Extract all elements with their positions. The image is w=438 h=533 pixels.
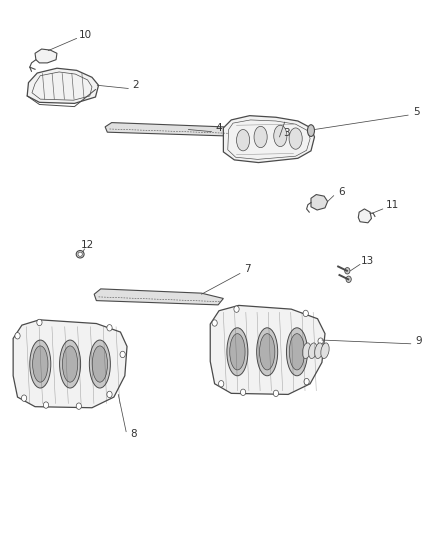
Polygon shape <box>35 49 57 63</box>
Ellipse shape <box>314 343 323 359</box>
Ellipse shape <box>302 343 311 359</box>
Ellipse shape <box>308 343 317 359</box>
Polygon shape <box>311 195 328 210</box>
Ellipse shape <box>227 328 248 376</box>
Ellipse shape <box>230 334 245 370</box>
Polygon shape <box>358 209 371 223</box>
Circle shape <box>273 390 279 397</box>
Ellipse shape <box>321 343 329 359</box>
Polygon shape <box>13 320 127 408</box>
Ellipse shape <box>259 334 275 370</box>
Circle shape <box>346 276 351 282</box>
Text: 13: 13 <box>361 256 374 266</box>
Text: 10: 10 <box>79 30 92 39</box>
Circle shape <box>219 381 224 387</box>
Circle shape <box>15 333 20 339</box>
Ellipse shape <box>92 346 108 382</box>
Ellipse shape <box>257 328 278 376</box>
Circle shape <box>212 320 217 326</box>
Ellipse shape <box>89 340 110 388</box>
Ellipse shape <box>30 340 51 388</box>
Ellipse shape <box>289 334 305 370</box>
Circle shape <box>120 351 125 358</box>
Ellipse shape <box>237 130 250 151</box>
Polygon shape <box>94 289 223 305</box>
Text: 11: 11 <box>385 200 399 210</box>
Ellipse shape <box>274 125 287 147</box>
Circle shape <box>107 391 112 398</box>
Circle shape <box>43 402 49 408</box>
Ellipse shape <box>32 346 48 382</box>
Circle shape <box>37 319 42 326</box>
Circle shape <box>21 395 27 401</box>
Ellipse shape <box>78 252 82 256</box>
Polygon shape <box>27 68 99 103</box>
Ellipse shape <box>76 251 84 258</box>
Circle shape <box>318 338 323 344</box>
Text: 3: 3 <box>283 128 290 138</box>
Ellipse shape <box>289 128 302 149</box>
Ellipse shape <box>286 328 307 376</box>
Polygon shape <box>223 116 314 163</box>
Polygon shape <box>105 123 232 136</box>
Circle shape <box>107 325 112 331</box>
Ellipse shape <box>254 126 267 148</box>
Text: 8: 8 <box>130 430 137 439</box>
Circle shape <box>234 306 239 312</box>
Polygon shape <box>210 305 325 394</box>
Text: 2: 2 <box>132 80 139 90</box>
Text: 6: 6 <box>338 187 345 197</box>
Circle shape <box>304 378 309 385</box>
Ellipse shape <box>60 340 81 388</box>
Text: 4: 4 <box>215 123 223 133</box>
Circle shape <box>240 389 246 395</box>
Ellipse shape <box>62 346 78 382</box>
Text: 9: 9 <box>415 336 422 346</box>
Circle shape <box>76 403 81 409</box>
Text: 7: 7 <box>244 264 251 274</box>
Ellipse shape <box>307 125 314 136</box>
Circle shape <box>303 310 308 317</box>
Circle shape <box>345 268 350 274</box>
Text: 5: 5 <box>413 107 420 117</box>
Text: 12: 12 <box>81 240 94 250</box>
